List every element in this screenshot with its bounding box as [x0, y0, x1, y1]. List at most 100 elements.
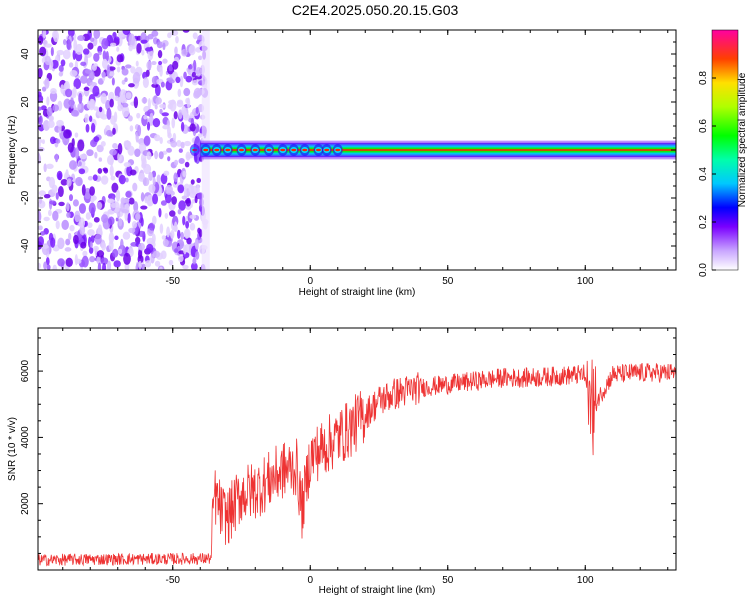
noise-cell	[151, 61, 157, 66]
noise-cell	[167, 103, 173, 110]
noise-cell	[94, 233, 102, 245]
noise-cell	[50, 88, 57, 95]
noise-cell	[114, 36, 120, 43]
noise-cell	[41, 86, 47, 92]
noise-cell	[196, 177, 202, 184]
noise-cell	[102, 58, 108, 69]
noise-cell	[190, 262, 198, 270]
noise-cell	[173, 172, 178, 183]
x-tick-label: -50	[166, 575, 181, 586]
noise-cell	[105, 99, 111, 111]
noise-cell	[166, 226, 170, 238]
noise-cell	[174, 248, 179, 253]
noise-cell	[38, 236, 44, 247]
noise-cell	[43, 216, 50, 222]
noise-cell	[38, 35, 44, 45]
noise-cell	[176, 229, 181, 240]
noise-cell	[125, 177, 129, 183]
noise-cell	[115, 217, 119, 222]
noise-cell	[66, 38, 71, 50]
noise-cell	[82, 250, 88, 257]
noise-cell	[162, 42, 166, 51]
noise-cell	[106, 260, 112, 270]
noise-cell	[161, 235, 166, 240]
noise-cell	[105, 50, 109, 62]
noise-cell	[38, 262, 41, 269]
noise-cell	[55, 138, 61, 144]
noise-cell	[39, 231, 46, 236]
noise-cell	[68, 62, 74, 68]
noise-cell	[81, 255, 89, 268]
noise-cell	[121, 79, 126, 85]
noise-cell	[78, 92, 83, 104]
noise-cell	[177, 208, 182, 215]
noise-cell	[78, 161, 82, 167]
noise-cell	[96, 144, 104, 153]
noise-cell	[87, 175, 93, 181]
noise-cell	[112, 143, 118, 149]
noise-cell	[159, 223, 164, 234]
noise-cell	[97, 168, 103, 174]
noise-cell	[183, 140, 192, 147]
noise-cell	[116, 46, 120, 52]
noise-cell	[65, 169, 69, 178]
y-tick-label: -20	[20, 190, 31, 205]
y-tick-label: 6000	[20, 360, 31, 383]
noise-cell	[182, 170, 187, 178]
noise-cell	[162, 58, 168, 64]
noise-cell	[65, 257, 73, 268]
burst-core	[266, 148, 272, 152]
noise-cell	[38, 225, 43, 231]
noise-cell	[74, 132, 79, 138]
noise-cell	[177, 255, 184, 263]
noise-cell	[68, 232, 72, 241]
noise-cell	[192, 59, 197, 72]
noise-cell	[117, 104, 124, 112]
noise-cell	[169, 210, 176, 217]
noise-cell	[60, 84, 65, 94]
noise-cell	[87, 229, 95, 236]
noise-cell	[50, 237, 56, 248]
noise-cell	[170, 140, 178, 148]
noise-cell	[189, 222, 196, 231]
noise-cell	[159, 108, 163, 115]
noise-cell	[88, 247, 94, 254]
noise-cell	[185, 197, 191, 207]
noise-cell	[68, 160, 77, 170]
noise-cell	[191, 199, 196, 204]
noise-cell	[110, 175, 116, 181]
noise-cell	[141, 97, 148, 104]
noise-cell	[190, 179, 195, 185]
noise-cell	[197, 227, 201, 234]
burst-core	[316, 148, 321, 152]
x-tick-label: 100	[577, 575, 594, 586]
colorbar-tick-label: 0.6	[698, 119, 709, 133]
burst-core	[291, 148, 297, 152]
noise-cell	[77, 103, 82, 110]
noise-cell	[171, 196, 177, 205]
snr-series-line	[38, 359, 676, 567]
noise-cell	[120, 197, 126, 204]
noise-cell	[69, 70, 78, 77]
noise-cell	[152, 215, 157, 225]
noise-cell	[172, 132, 177, 142]
noise-cell	[186, 237, 192, 245]
colorbar-tick-label: 0.0	[698, 263, 709, 277]
noise-cell	[60, 59, 66, 67]
noise-cell	[128, 83, 135, 88]
noise-cell	[197, 133, 203, 138]
noise-cell	[58, 65, 64, 72]
noise-cell	[116, 54, 124, 63]
snr-panel: -50 0 50 100 2000 4000 6000 Height of straight …	[7, 327, 677, 596]
noise-cell	[97, 45, 103, 54]
noise-cell	[125, 64, 132, 69]
noise-cell	[52, 104, 59, 112]
colorbar-frame	[711, 29, 739, 271]
noise-cell	[125, 92, 132, 99]
noise-cell	[47, 120, 55, 129]
noise-cell	[143, 115, 148, 120]
noise-cell	[80, 241, 87, 249]
noise-cell	[138, 242, 146, 251]
burst-core	[335, 148, 341, 152]
y-axis-label: SNR (10 * v/v)	[7, 417, 18, 481]
